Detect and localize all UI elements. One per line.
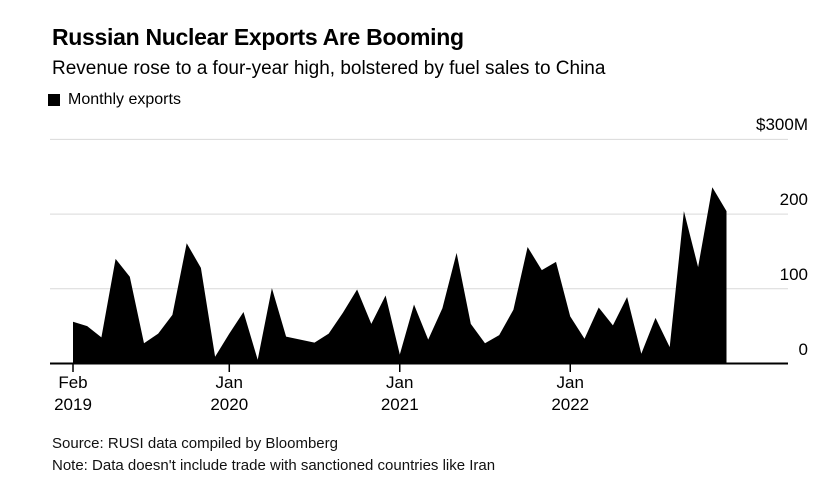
source-line: Source: RUSI data compiled by Bloomberg [52, 435, 338, 452]
x-axis-label-jan-2020: Jan 2020 [184, 372, 274, 416]
x-axis-label-month: Jan [556, 373, 584, 392]
legend-swatch-icon [48, 94, 60, 106]
x-axis-label-jan-2021: Jan 2021 [355, 372, 445, 416]
y-axis-label-0: 0 [798, 339, 808, 359]
x-axis-label-year: 2019 [54, 395, 92, 414]
x-axis-label-month: Jan [215, 373, 243, 392]
area-series-monthly-exports [73, 187, 727, 364]
x-axis-label-year: 2022 [551, 395, 590, 414]
x-axis-label-month: Feb [58, 373, 88, 392]
y-axis-label-100: 100 [779, 264, 808, 284]
y-axis-label-200: 200 [779, 190, 808, 210]
x-axis-label-year: 2020 [210, 395, 249, 414]
note-line: Note: Data doesn't include trade with sa… [52, 457, 496, 474]
x-axis-label-feb-2019: Feb 2019 [28, 372, 118, 416]
x-axis-label-year: 2021 [380, 395, 419, 414]
y-axis-label-300: $300M [756, 115, 808, 135]
x-axis-label-month: Jan [386, 373, 414, 392]
legend-label: Monthly exports [68, 91, 181, 108]
x-axis-label-jan-2022: Jan 2022 [525, 372, 615, 416]
chart-title: Russian Nuclear Exports Are Booming [52, 24, 464, 50]
legend: Monthly exports [48, 91, 181, 109]
chart-subtitle: Revenue rose to a four-year high, bolste… [52, 58, 606, 79]
